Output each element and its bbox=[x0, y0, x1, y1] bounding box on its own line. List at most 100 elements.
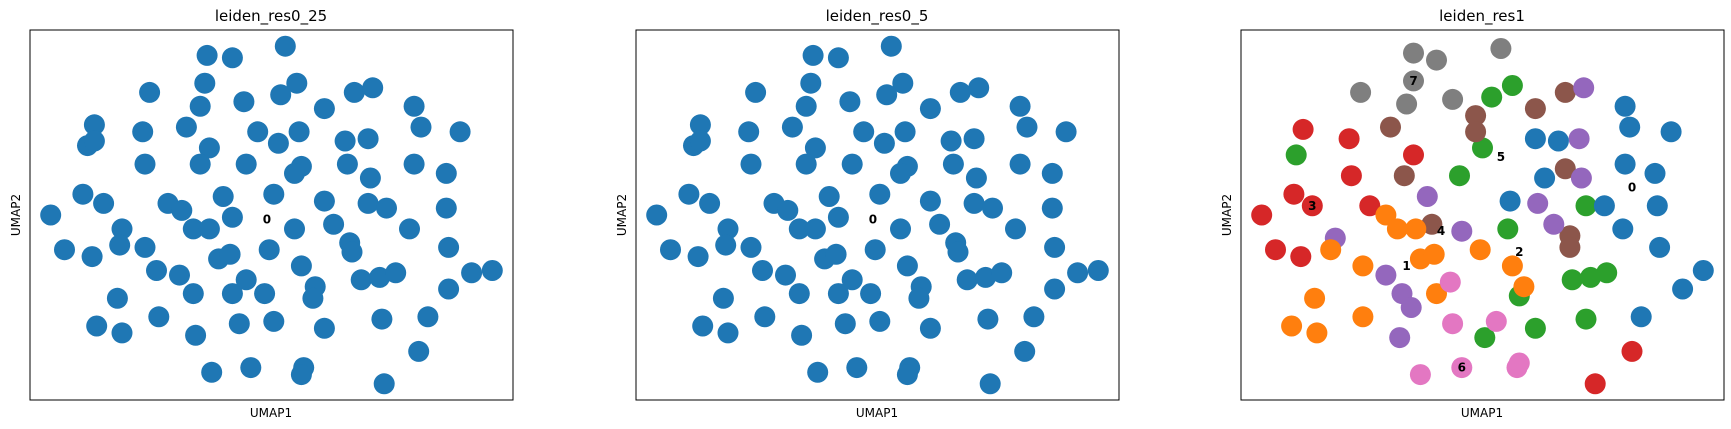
cluster-labels: 0 bbox=[263, 213, 271, 227]
data-point-cluster-0 bbox=[963, 192, 985, 214]
data-point-cluster-0 bbox=[403, 95, 425, 117]
data-point-cluster-0 bbox=[334, 130, 356, 152]
data-point-cluster-0 bbox=[362, 77, 384, 99]
data-point-cluster-0 bbox=[839, 91, 861, 113]
data-point-cluster-0 bbox=[1547, 130, 1569, 152]
data-point-cluster-5 bbox=[1559, 236, 1581, 258]
data-point-cluster-0 bbox=[111, 218, 133, 240]
data-point-cluster-4 bbox=[1570, 167, 1592, 189]
data-point-cluster-0 bbox=[963, 128, 985, 150]
data-point-cluster-0 bbox=[717, 218, 739, 240]
data-point-cluster-0 bbox=[83, 130, 105, 152]
data-point-cluster-0 bbox=[1044, 236, 1066, 258]
data-point-cluster-0 bbox=[689, 130, 711, 152]
data-point-cluster-0 bbox=[221, 206, 243, 228]
data-point-cluster-0 bbox=[692, 315, 714, 337]
y-axis-label: UMAP2 bbox=[9, 194, 23, 236]
data-point-cluster-0 bbox=[435, 197, 457, 219]
data-point-cluster-1 bbox=[1304, 287, 1326, 309]
data-point-cluster-0 bbox=[804, 218, 826, 240]
data-point-cluster-0 bbox=[449, 121, 471, 143]
data-point-cluster-0 bbox=[408, 340, 430, 362]
data-point-cluster-3 bbox=[1340, 165, 1362, 187]
data-point-cluster-0 bbox=[892, 72, 914, 94]
data-point-cluster-0 bbox=[956, 269, 978, 291]
data-point-cluster-0 bbox=[313, 317, 335, 339]
data-point-cluster-2 bbox=[1449, 165, 1470, 187]
data-point-cluster-0 bbox=[1009, 153, 1031, 175]
data-point-cluster-0 bbox=[235, 153, 257, 175]
data-point-cluster-6 bbox=[1508, 352, 1530, 374]
data-point-cluster-0 bbox=[111, 322, 133, 344]
data-point-cluster-0 bbox=[853, 121, 875, 143]
data-point-cluster-6 bbox=[1409, 364, 1431, 386]
x-axis-label: UMAP1 bbox=[856, 406, 898, 420]
data-point-cluster-0 bbox=[357, 192, 379, 214]
data-point-cluster-0 bbox=[106, 287, 128, 309]
data-point-cluster-0 bbox=[800, 72, 822, 94]
data-point-cluster-0 bbox=[896, 364, 918, 386]
data-point-cluster-0 bbox=[1023, 306, 1045, 328]
data-point-cluster-0 bbox=[341, 241, 363, 263]
data-point-cluster-4 bbox=[1375, 264, 1397, 286]
data-point-cluster-7 bbox=[1403, 42, 1424, 64]
data-point-cluster-0 bbox=[371, 308, 393, 330]
data-point-cluster-0 bbox=[660, 239, 681, 261]
data-point-cluster-0 bbox=[864, 239, 886, 261]
data-point-cluster-0 bbox=[1009, 95, 1031, 117]
data-point-cluster-0 bbox=[343, 81, 365, 103]
data-point-cluster-0 bbox=[194, 72, 216, 94]
data-point-cluster-0 bbox=[1055, 121, 1077, 143]
data-point-cluster-5 bbox=[1380, 116, 1401, 138]
data-point-cluster-0 bbox=[788, 218, 810, 240]
data-point-cluster-0 bbox=[185, 324, 207, 346]
panel-title: leiden_res0_5 bbox=[826, 7, 929, 26]
data-point-cluster-0 bbox=[359, 167, 381, 189]
data-point-cluster-0 bbox=[791, 324, 813, 346]
y-axis-label: UMAP2 bbox=[1220, 194, 1234, 236]
data-point-cluster-0 bbox=[991, 262, 1013, 284]
data-point-cluster-1 bbox=[1405, 218, 1427, 240]
data-point-cluster-3 bbox=[1338, 128, 1360, 150]
data-point-cluster-0 bbox=[869, 183, 891, 205]
data-point-cluster-0 bbox=[201, 361, 223, 383]
data-point-cluster-0 bbox=[373, 373, 395, 395]
cluster-label-1: 1 bbox=[1402, 259, 1410, 273]
data-point-cluster-0 bbox=[740, 153, 762, 175]
data-point-cluster-2 bbox=[1285, 144, 1307, 166]
data-point-cluster-0 bbox=[1644, 162, 1666, 184]
data-point-cluster-0 bbox=[323, 213, 345, 235]
data-point-cluster-0 bbox=[270, 84, 292, 106]
data-point-cluster-0 bbox=[302, 287, 324, 309]
data-point-cluster-0 bbox=[403, 153, 425, 175]
data-point-cluster-0 bbox=[807, 361, 829, 383]
data-point-cluster-0 bbox=[1660, 121, 1682, 143]
data-point-cluster-2 bbox=[1561, 269, 1583, 291]
data-point-cluster-0 bbox=[752, 260, 773, 281]
data-point-cluster-0 bbox=[890, 162, 911, 184]
data-point-cluster-0 bbox=[221, 47, 243, 69]
data-point-cluster-7 bbox=[1396, 93, 1418, 115]
data-point-cluster-0 bbox=[399, 218, 420, 240]
data-point-cluster-0 bbox=[258, 239, 280, 261]
data-point-cluster-0 bbox=[947, 241, 969, 263]
data-point-cluster-4 bbox=[1416, 186, 1438, 207]
data-point-cluster-0 bbox=[284, 162, 305, 184]
data-point-cluster-0 bbox=[979, 373, 1001, 395]
data-point-cluster-2 bbox=[1472, 137, 1493, 159]
data-point-cluster-0 bbox=[827, 206, 849, 228]
data-point-cluster-0 bbox=[221, 283, 243, 305]
data-point-cluster-0 bbox=[290, 255, 312, 277]
data-point-cluster-0 bbox=[1646, 195, 1668, 217]
data-point-cluster-0 bbox=[876, 84, 898, 106]
data-point-cluster-0 bbox=[148, 306, 170, 328]
data-point-cluster-2 bbox=[1580, 266, 1602, 288]
data-point-cluster-0 bbox=[1672, 278, 1694, 300]
data-point-cluster-3 bbox=[1301, 195, 1323, 217]
cluster-labels: 7 5 0 3 4 2 1 6 bbox=[1308, 74, 1636, 375]
plot-frame bbox=[1240, 29, 1725, 401]
data-point-cluster-0 bbox=[134, 236, 156, 258]
data-point-cluster-2 bbox=[1524, 317, 1546, 339]
data-point-cluster-0 bbox=[1630, 306, 1652, 328]
panel-title: leiden_res0_25 bbox=[215, 7, 327, 26]
